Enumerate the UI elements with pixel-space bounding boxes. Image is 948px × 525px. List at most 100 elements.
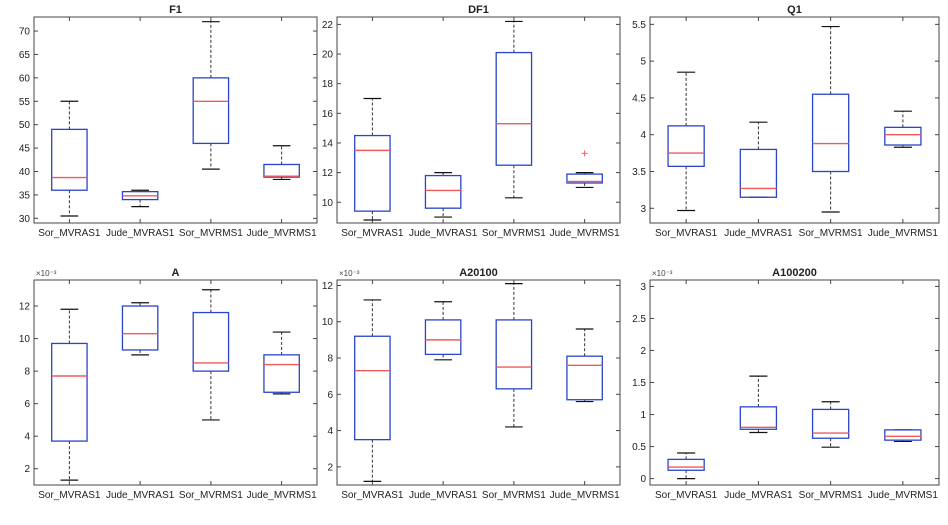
axes-frame	[336, 16, 621, 224]
panel-4: A20100 ×10⁻³ 2 4 6 8 10 12 Sor_MVRAS1 Jude_MVRAS1…	[322, 267, 621, 501]
y-tick-label: 60	[19, 73, 31, 84]
y-tick-label: 4.5	[632, 93, 646, 104]
y-tick-label: 45	[19, 144, 31, 155]
y-tick-label: 65	[19, 50, 31, 61]
y-tick-label: 12	[322, 168, 334, 179]
x-tick-label: Sor_MVRAS1	[38, 228, 101, 239]
panel-title: Q1	[787, 4, 802, 16]
box-Jude_MVRAS1	[121, 189, 159, 208]
iqr-box	[263, 354, 300, 393]
iqr-box	[811, 93, 850, 173]
box-Jude_MVRAS1	[424, 301, 462, 361]
y-tick-label: 0.5	[632, 442, 646, 453]
x-tick-label: Sor_MVRMS1	[179, 228, 243, 239]
box-Sor_MVRMS1	[811, 401, 850, 448]
iqr-box	[495, 51, 533, 166]
y-tick-label: 6	[24, 399, 30, 410]
y-tick-label: 8	[327, 354, 333, 365]
y-tick-label: 8	[24, 367, 30, 378]
y-tick-label: 6	[327, 390, 333, 401]
box-Jude_MVRMS1	[884, 110, 922, 148]
x-tick-label: Sor_MVRAS1	[341, 490, 404, 501]
axis-multiplier: ×10⁻³	[652, 269, 673, 278]
box-Jude_MVRMS1	[884, 429, 922, 443]
x-tick-label: Jude_MVRAS1	[409, 490, 478, 501]
y-tick-label: 0	[640, 474, 646, 485]
y-tick-label: 2	[640, 346, 646, 357]
iqr-box	[884, 429, 922, 441]
iqr-box	[424, 174, 462, 209]
axes-frame	[336, 279, 621, 486]
y-tick-label: 1	[640, 410, 646, 421]
box-Jude_MVRAS1	[739, 121, 778, 198]
y-tick-label: 22	[322, 20, 334, 31]
panel-5: A100200 ×10⁻³ 0 0.5 1 1.5 2 2.5 3 Sor_MVRAS1 Jude_…	[632, 267, 940, 501]
x-tick-label: Jude_MVRMS1	[550, 490, 620, 501]
x-tick-label: Jude_MVRAS1	[106, 228, 175, 239]
box-Jude_MVRAS1	[424, 172, 462, 218]
y-tick-label: 14	[322, 138, 334, 149]
y-tick-label: 55	[19, 97, 31, 108]
axes-frame	[33, 279, 318, 486]
x-tick-label: Jude_MVRMS1	[868, 228, 938, 239]
box-Jude_MVRMS1	[566, 150, 603, 189]
iqr-box	[884, 126, 922, 146]
iqr-box	[51, 342, 88, 442]
x-tick-label: Jude_MVRAS1	[409, 228, 478, 239]
x-tick-label: Jude_MVRAS1	[106, 490, 175, 501]
axes-frame	[649, 279, 940, 486]
y-tick-label: 5	[640, 57, 646, 68]
box-Sor_MVRMS1	[192, 21, 230, 170]
y-tick-label: 50	[19, 120, 31, 131]
y-tick-label: 2	[327, 462, 333, 473]
iqr-box	[811, 408, 850, 439]
box-Jude_MVRMS1	[263, 331, 300, 395]
iqr-box	[566, 173, 603, 184]
x-tick-label: Sor_MVRMS1	[482, 228, 546, 239]
panel-0: F1 30 35 40 45 50 55 60 65 70 Sor_MVRAS1 Jude_MVRAS…	[19, 4, 318, 239]
axes-frame	[649, 16, 940, 224]
x-tick-label: Sor_MVRAS1	[655, 490, 718, 501]
y-tick-label: 10	[322, 198, 334, 209]
panel-title: A100200	[772, 267, 817, 279]
y-tick-label: 5.5	[632, 20, 646, 31]
box-Sor_MVRAS1	[667, 71, 705, 212]
axes-frame	[33, 16, 318, 224]
x-tick-label: Sor_MVRAS1	[341, 228, 404, 239]
iqr-box	[495, 319, 533, 390]
iqr-box	[739, 406, 778, 430]
y-tick-label: 3	[640, 204, 646, 215]
y-tick-label: 3.5	[632, 167, 646, 178]
y-tick-label: 12	[322, 281, 334, 292]
y-tick-label: 4	[327, 426, 333, 437]
box-Sor_MVRAS1	[51, 308, 88, 481]
iqr-box	[667, 125, 705, 167]
iqr-box	[192, 77, 230, 145]
axis-multiplier: ×10⁻³	[339, 269, 360, 278]
y-tick-label: 20	[322, 50, 334, 61]
iqr-box	[263, 163, 300, 178]
iqr-box	[354, 335, 391, 441]
iqr-box	[121, 305, 159, 351]
y-tick-label: 2	[24, 464, 30, 475]
panel-title: DF1	[468, 4, 489, 16]
box-Sor_MVRAS1	[667, 452, 705, 480]
box-Sor_MVRAS1	[354, 299, 391, 482]
y-tick-label: 18	[322, 79, 334, 90]
box-Jude_MVRAS1	[121, 302, 159, 356]
y-tick-label: 3	[640, 282, 646, 293]
iqr-box	[354, 134, 391, 212]
box-Jude_MVRMS1	[263, 145, 300, 181]
box-Sor_MVRMS1	[192, 289, 230, 421]
panel-1: DF1 10 12 14 16 18 20 22 Sor_MVRAS1 Jude_MVRAS1 So…	[322, 4, 621, 239]
box-Jude_MVRMS1	[566, 328, 603, 403]
x-tick-label: Jude_MVRMS1	[550, 228, 620, 239]
y-tick-label: 70	[19, 27, 31, 38]
box-Sor_MVRAS1	[51, 100, 88, 217]
y-tick-label: 10	[322, 317, 334, 328]
axis-multiplier: ×10⁻³	[36, 269, 57, 278]
panel-title: F1	[169, 4, 182, 16]
y-tick-label: 4	[640, 130, 646, 141]
y-tick-label: 4	[24, 432, 30, 443]
